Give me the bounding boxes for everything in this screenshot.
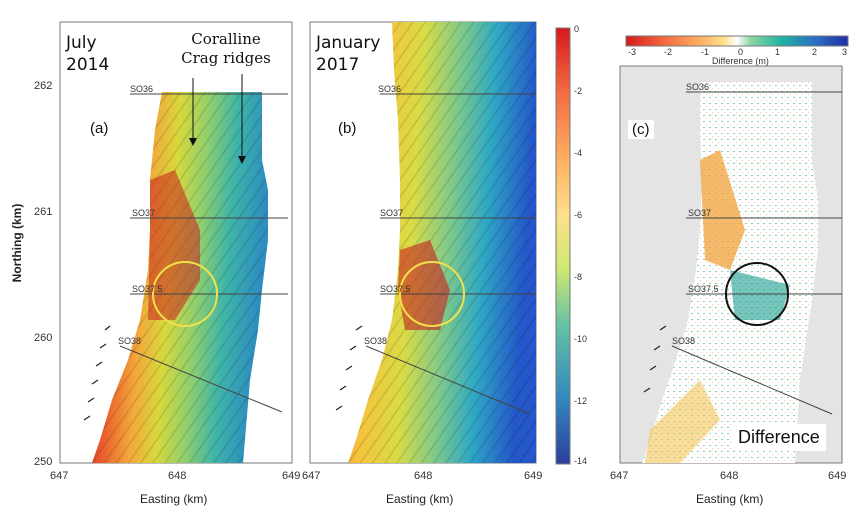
transect-label: SO37 [688, 208, 712, 218]
panel-c-circle [725, 262, 789, 326]
panel-c-erosion [700, 150, 745, 270]
x-tick: 648 [414, 470, 433, 482]
transect-label: SO36 [130, 84, 154, 94]
panel-a [59, 21, 293, 464]
panel-c-transect-4 [671, 345, 833, 415]
panel-a-coastline-marks [83, 325, 111, 421]
x-axis-title-c: Easting (km) [696, 492, 764, 506]
y-tick: 262 [34, 80, 53, 92]
panel-c [619, 65, 843, 464]
difference-colorbar [625, 35, 849, 47]
panel-b [309, 21, 537, 464]
transect-label: SO36 [686, 82, 710, 92]
depth-cbar-tick: -12 [574, 396, 588, 406]
transect-label: SO37.5 [132, 284, 163, 294]
depth-cbar-tick: -6 [574, 210, 583, 220]
x-axis-title-a: Easting (km) [140, 492, 208, 506]
transect-label: SO37 [132, 208, 156, 218]
panel-c-accretion [730, 270, 790, 320]
panel-a-arrow-1-head [189, 138, 197, 146]
x-tick: 649 [282, 470, 301, 482]
y-tick: 261 [34, 206, 53, 218]
diff-cbar-tick: -1 [701, 47, 710, 57]
panel-a-title-line-2: 2014 [66, 55, 110, 75]
depth-cbar-tick: -10 [574, 334, 588, 344]
x-axis-title-b: Easting (km) [386, 492, 454, 506]
transect-label: SO37.5 [688, 284, 719, 294]
depth-colorbar [555, 27, 571, 465]
diff-cbar-tick: 2 [812, 47, 818, 57]
transect-label: SO37.5 [380, 284, 411, 294]
panel-c-speckle [642, 82, 818, 463]
panel-b-title-line-2: 2017 [316, 55, 360, 75]
diff-cbar-tick: 0 [738, 47, 744, 57]
transect-label: SO38 [118, 336, 142, 346]
panel-c-label: (c) [628, 120, 654, 139]
difference-label: Difference [732, 424, 826, 451]
diff-cbar-tick: -2 [664, 47, 673, 57]
ridge-annotation: Coralline Crag ridges [170, 30, 282, 68]
panel-a-label: (a) [90, 120, 109, 137]
diff-cbar-tick: -3 [628, 47, 637, 57]
panel-c-coastal-change [645, 380, 720, 463]
panel-a-arrow-2-head [238, 156, 246, 164]
panel-b-circle [399, 261, 465, 327]
panel-a-shoal [148, 170, 200, 320]
diff-cbar-tick: 3 [842, 47, 848, 57]
depth-cbar-tick: -14 [574, 456, 588, 466]
x-tick: 647 [610, 470, 629, 482]
annotation-line-1: Coralline [191, 30, 261, 48]
depth-cbar-tick: -8 [574, 272, 583, 282]
panel-a-transect-4 [119, 345, 283, 413]
x-tick: 648 [168, 470, 187, 482]
panel-b-transect-4 [365, 345, 531, 415]
y-axis-title: Northing (km) [10, 203, 24, 283]
depth-cbar-tick: -2 [574, 86, 583, 96]
panel-a-title-line-1: July [66, 33, 97, 53]
diff-cbar-title: Difference (m) [712, 56, 769, 66]
transect-label: SO37 [380, 208, 404, 218]
depth-cbar-tick: 0 [574, 24, 580, 34]
diff-cbar-tick: 1 [775, 47, 781, 57]
depth-cbar-tick: -4 [574, 148, 583, 158]
panel-b-title-line-1: January [316, 33, 381, 53]
panel-b-coastline-marks [335, 325, 363, 411]
panel-b-title: January 2017 [316, 32, 380, 76]
panel-c-coastline-marks [643, 325, 667, 393]
y-tick: 260 [34, 332, 53, 344]
x-tick: 647 [50, 470, 69, 482]
panel-a-title: July 2014 [66, 32, 109, 76]
panel-b-ridge-texture [348, 22, 536, 463]
x-tick: 647 [302, 470, 321, 482]
transect-label: SO38 [672, 336, 696, 346]
transect-label: SO36 [378, 84, 402, 94]
x-tick: 649 [524, 470, 543, 482]
x-tick: 649 [828, 470, 847, 482]
x-tick: 648 [720, 470, 739, 482]
panel-b-label: (b) [338, 120, 357, 137]
panel-a-circle [152, 261, 218, 327]
y-tick: 250 [34, 456, 53, 468]
transect-label: SO38 [364, 336, 388, 346]
annotation-line-2: Crag ridges [181, 49, 271, 67]
